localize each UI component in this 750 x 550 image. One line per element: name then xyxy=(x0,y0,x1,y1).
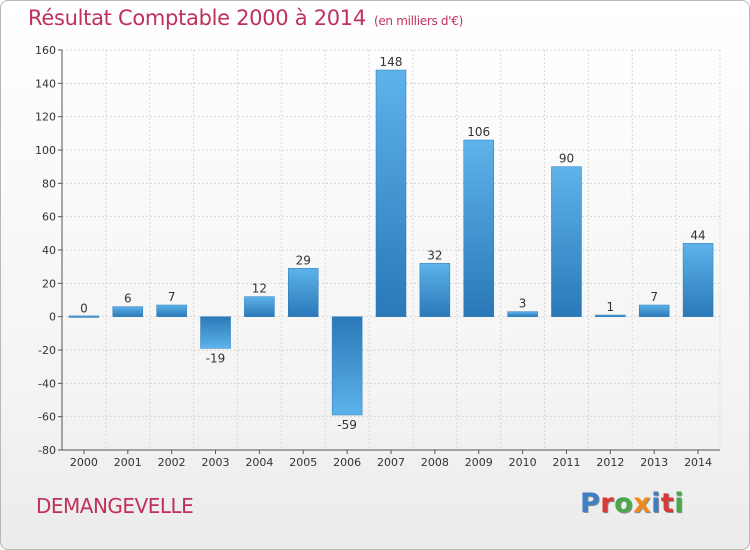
data-label: 90 xyxy=(559,152,574,166)
x-tick-label: 2002 xyxy=(158,456,186,469)
bar xyxy=(244,296,275,317)
y-tick-label: 100 xyxy=(35,144,56,157)
y-tick-label: -20 xyxy=(38,344,56,357)
bar xyxy=(68,315,100,318)
chart-title: Résultat Comptable 2000 à 2014 (en millie… xyxy=(28,6,463,30)
unit-subtitle: (en milliers d'€) xyxy=(373,14,463,28)
data-label: -59 xyxy=(337,418,357,432)
y-tick-label: 60 xyxy=(42,211,56,224)
bar xyxy=(682,243,714,317)
x-tick-label: 2010 xyxy=(509,456,537,469)
logo-letter: x xyxy=(633,488,652,519)
data-label: 44 xyxy=(690,228,705,242)
value-labels: 0 6 7 -19 12 29 -59 148 32 106 3 90 1 7 44 xyxy=(80,55,706,432)
bar xyxy=(595,314,626,317)
data-label: 6 xyxy=(124,292,132,306)
bar xyxy=(551,166,582,317)
bar xyxy=(463,139,494,317)
data-label: -19 xyxy=(206,351,226,365)
logo-letter: o xyxy=(614,488,634,519)
bar xyxy=(419,263,451,317)
data-label: 1 xyxy=(607,300,615,314)
x-tick-label: 2012 xyxy=(596,456,624,469)
data-label: 29 xyxy=(296,253,311,267)
x-tick-label: 2001 xyxy=(114,456,142,469)
y-tick-label: -80 xyxy=(38,444,56,457)
x-tick-label: 2005 xyxy=(289,456,317,469)
y-tick-label: 0 xyxy=(49,311,56,324)
data-label: 106 xyxy=(467,125,490,139)
x-tick-label: 2009 xyxy=(465,456,493,469)
x-tick-label: 2013 xyxy=(640,456,668,469)
x-tick-label: 2003 xyxy=(202,456,230,469)
data-label: 12 xyxy=(252,282,267,296)
x-tick-label: 2004 xyxy=(245,456,273,469)
bars xyxy=(68,69,714,416)
x-tick-label: 2006 xyxy=(333,456,361,469)
title-text: Résultat Comptable 2000 à 2014 xyxy=(28,6,366,30)
logo-letter: r xyxy=(600,488,615,519)
x-tick-label: 2007 xyxy=(377,456,405,469)
logo-letter: t xyxy=(660,488,675,519)
data-label: 7 xyxy=(650,290,658,304)
bar xyxy=(331,316,363,416)
data-label: 7 xyxy=(168,290,176,304)
y-tick-label: 20 xyxy=(42,277,56,290)
data-label: 148 xyxy=(380,55,403,69)
x-tick-label: 2000 xyxy=(70,456,98,469)
x-tick-label: 2008 xyxy=(421,456,449,469)
x-tick-label: 2014 xyxy=(684,456,712,469)
bar xyxy=(507,311,538,317)
y-tick-label: 160 xyxy=(35,44,56,57)
bar xyxy=(288,268,319,317)
location-name: DEMANGEVELLE xyxy=(36,494,194,518)
y-tick-label: 80 xyxy=(42,177,56,190)
y-tick-label: 40 xyxy=(42,244,56,257)
bar xyxy=(638,304,670,317)
logo-letter: P xyxy=(580,488,601,519)
bar xyxy=(200,316,231,349)
y-tick-label: -60 xyxy=(38,411,56,424)
x-tick-label: 2011 xyxy=(552,456,580,469)
logo-letter: i xyxy=(674,488,685,519)
data-label: 32 xyxy=(427,248,442,262)
bar xyxy=(375,69,407,317)
logo-letter: i xyxy=(651,488,661,519)
y-tick-label: -40 xyxy=(38,377,56,390)
proxiti-logo: Proxiti xyxy=(580,488,684,519)
bar xyxy=(112,306,144,317)
data-label: 0 xyxy=(80,302,88,316)
y-tick-label: 140 xyxy=(35,77,56,90)
data-label: 3 xyxy=(519,297,527,311)
bar xyxy=(156,304,187,317)
y-tick-label: 120 xyxy=(35,111,56,124)
